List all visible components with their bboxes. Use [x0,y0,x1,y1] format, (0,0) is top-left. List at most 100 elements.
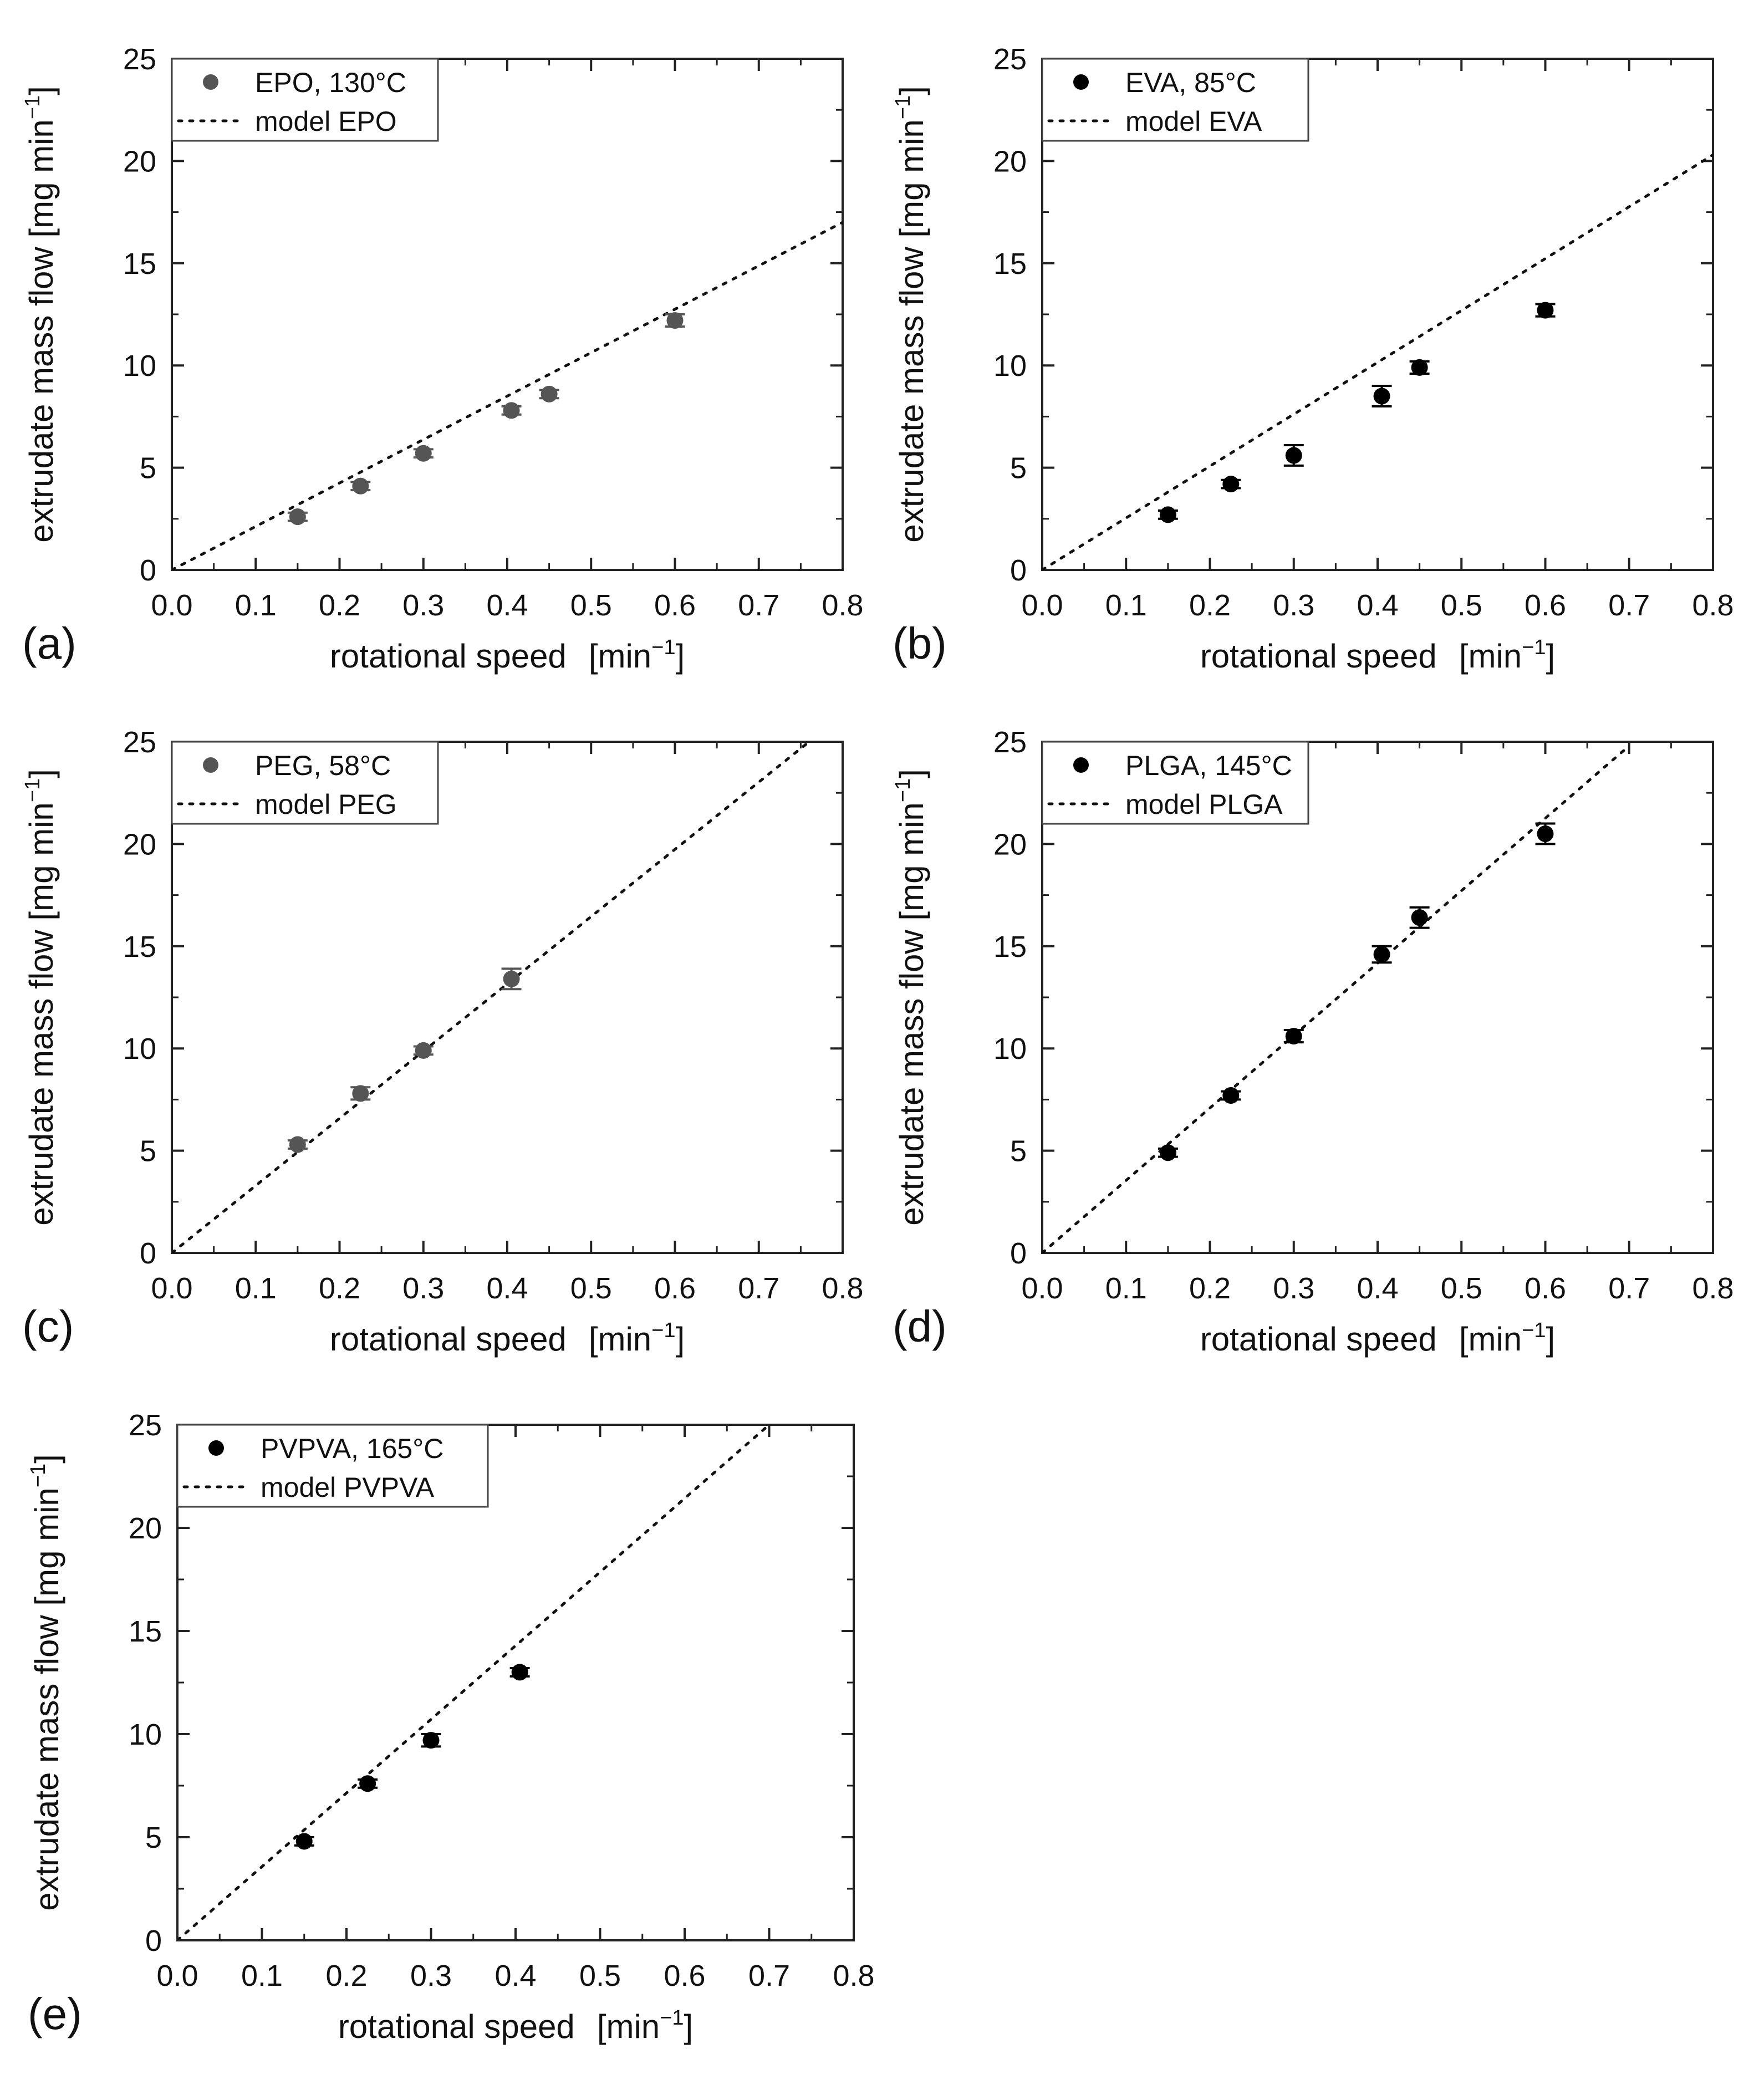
x-axis-label: rotational speed [min−1] [330,636,685,675]
x-tick-label: 0.7 [738,589,779,622]
data-point [501,967,522,991]
x-tick-label: 0.4 [486,589,528,622]
x-tick-label: 0.1 [235,589,277,622]
panel-label: (a) [22,619,77,668]
x-tick-label: 0.8 [822,589,863,622]
data-marker [1222,1087,1240,1104]
legend-marker [1073,757,1089,773]
data-point [421,1732,441,1749]
x-axis-unit-close: ] [676,1321,685,1358]
x-axis-unit-exponent: −1 [651,1319,675,1342]
y-tick-label: 25 [129,1409,162,1442]
y-tick-label: 15 [129,1615,162,1648]
model-line [1042,153,1713,570]
data-point [287,1136,308,1153]
legend-series-label: EVA, 85°C [1125,67,1256,98]
data-marker [1159,1144,1176,1161]
y-tick-label: 10 [123,1032,156,1066]
legend-box [176,1424,489,1508]
legend-marker [203,74,218,90]
y-axis-label-text: extrudate mass flow [mg min [28,1487,65,1911]
model-line [172,742,810,1253]
data-point [1535,822,1556,845]
data-marker [503,970,520,987]
y-tick-label: 25 [123,43,156,76]
data-marker [541,385,558,402]
y-axis-label: extrudate mass flow [mg min−1] [891,769,930,1226]
x-tick-label: 0.7 [1608,589,1650,622]
x-tick-label: 0.8 [1692,1272,1734,1305]
data-point [509,1664,530,1681]
panel-a: 0.0 0.1 0.2 0.3 0.4 0.5 0.6 0.7 0.8 0 5 10 15 20 25 EPO… [21,43,864,675]
y-tick-label: 15 [993,247,1027,281]
y-axis-label-exponent: −1 [21,778,44,802]
model-line [177,1425,771,1940]
x-axis-label-text: rotational speed [1200,1321,1437,1358]
y-axis-label-close: ] [893,769,930,778]
legend-marker [203,757,218,773]
y-tick-label: 0 [140,554,156,587]
x-tick-label: 0.1 [241,1959,283,1992]
panel-label: (c) [22,1302,74,1351]
x-tick-label: 0.4 [1357,589,1398,622]
data-marker [415,1042,432,1059]
panel-label: (b) [893,619,947,668]
x-tick-label: 0.5 [1441,589,1482,622]
legend-series-label: EPO, 130°C [255,67,406,98]
x-tick-label: 0.6 [654,589,696,622]
data-marker [352,477,369,495]
x-tick-label: 0.7 [748,1959,790,1992]
y-tick-label: 25 [993,726,1027,759]
legend-box [171,741,439,825]
x-tick-label: 0.3 [1273,1272,1314,1305]
x-axis-unit-close: ] [684,2008,694,2045]
data-marker [1537,825,1554,842]
legend-box [1041,58,1309,142]
x-tick-label: 0.0 [1021,589,1063,622]
x-axis-unit: [min [589,1321,651,1358]
data-point [501,402,522,419]
y-axis-label-exponent: −1 [27,1464,50,1487]
legend-model-label: model PLGA [1125,789,1283,820]
y-tick-label: 15 [123,247,156,281]
panel-b: 0.0 0.1 0.2 0.3 0.4 0.5 0.6 0.7 0.8 0 5 10 15 20 25 EVA… [891,43,1734,675]
data-marker [289,1136,306,1153]
x-tick-label: 0.6 [664,1959,705,1992]
legend-model-label: model EVA [1125,106,1262,137]
data-point [1283,1028,1304,1045]
data-point [294,1833,314,1850]
x-axis-unit-exponent: −1 [660,2006,684,2030]
y-tick-label: 15 [993,930,1027,964]
x-tick-label: 0.6 [654,1272,696,1305]
x-tick-label: 0.1 [235,1272,277,1305]
legend-series-label: PEG, 58°C [255,750,391,781]
data-point [1221,476,1241,493]
x-axis-label-text: rotational speed [338,2008,575,2045]
x-tick-label: 0.5 [570,589,612,622]
x-tick-label: 0.3 [1273,589,1314,622]
model-line [172,221,843,570]
x-tick-label: 0.0 [151,589,192,622]
x-tick-label: 0.7 [1608,1272,1650,1305]
y-axis-label-text: extrudate mass flow [mg min [23,119,60,543]
x-axis-unit-exponent: −1 [1522,636,1546,659]
legend-series-label: PVPVA, 165°C [261,1433,443,1464]
x-tick-label: 0.4 [486,1272,528,1305]
data-point [413,1042,434,1059]
panel-c: 0.0 0.1 0.2 0.3 0.4 0.5 0.6 0.7 0.8 0 5 10 15 20 25 PEG… [21,726,864,1358]
x-axis-unit: [min [597,2008,660,2045]
x-tick-label: 0.2 [1189,589,1231,622]
x-tick-label: 0.0 [1021,1272,1063,1305]
y-axis-label: extrudate mass flow [mg min−1] [21,86,60,543]
data-point [539,385,559,402]
data-marker [1537,302,1554,319]
y-axis-label-text: extrudate mass flow [mg min [893,119,930,543]
x-tick-label: 0.0 [151,1272,192,1305]
x-axis-label: rotational speed [min−1] [338,2006,693,2045]
y-axis-label-close: ] [28,1454,65,1464]
x-tick-label: 0.7 [738,1272,779,1305]
x-axis-unit-exponent: −1 [651,636,675,659]
data-marker [1373,388,1390,405]
y-tick-label: 20 [993,145,1027,178]
